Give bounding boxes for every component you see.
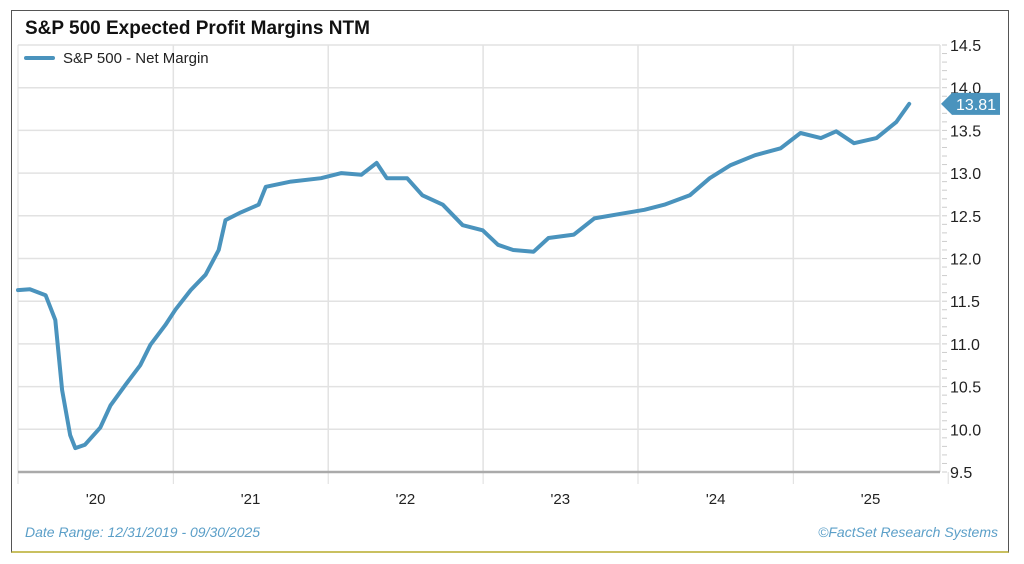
chart-title: S&P 500 Expected Profit Margins NTM: [25, 18, 370, 39]
date-range-label: Date Range: 12/31/2019 - 09/30/2025: [25, 524, 261, 540]
y-tick-label: 10.5: [950, 380, 981, 397]
legend-label: S&P 500 - Net Margin: [63, 50, 209, 67]
y-tick-label: 11.5: [950, 294, 980, 311]
last-value-label: 13.81: [956, 97, 996, 114]
series-line-net-margin: [16, 101, 912, 451]
source-label: ©FactSet Research Systems: [818, 524, 998, 540]
x-tick-label: '20: [86, 491, 106, 508]
x-tick-label: '24: [706, 491, 726, 508]
x-tick-label: '25: [861, 491, 881, 508]
x-tick-label: '21: [241, 491, 261, 508]
chart-frame: [11, 10, 1009, 553]
y-tick-label: 13.5: [950, 123, 981, 140]
x-tick-label: '23: [551, 491, 571, 508]
y-tick-label: 13.0: [950, 166, 981, 183]
y-tick-label: 9.5: [950, 465, 972, 482]
y-tick-label: 11.0: [950, 337, 980, 354]
last-value-callout: [941, 92, 1000, 115]
y-tick-label: 12.0: [950, 252, 981, 269]
y-tick-label: 10.0: [950, 422, 981, 439]
y-tick-label: 14.5: [950, 38, 981, 55]
x-tick-label: '22: [396, 491, 416, 508]
y-tick-label: 12.5: [950, 209, 981, 226]
